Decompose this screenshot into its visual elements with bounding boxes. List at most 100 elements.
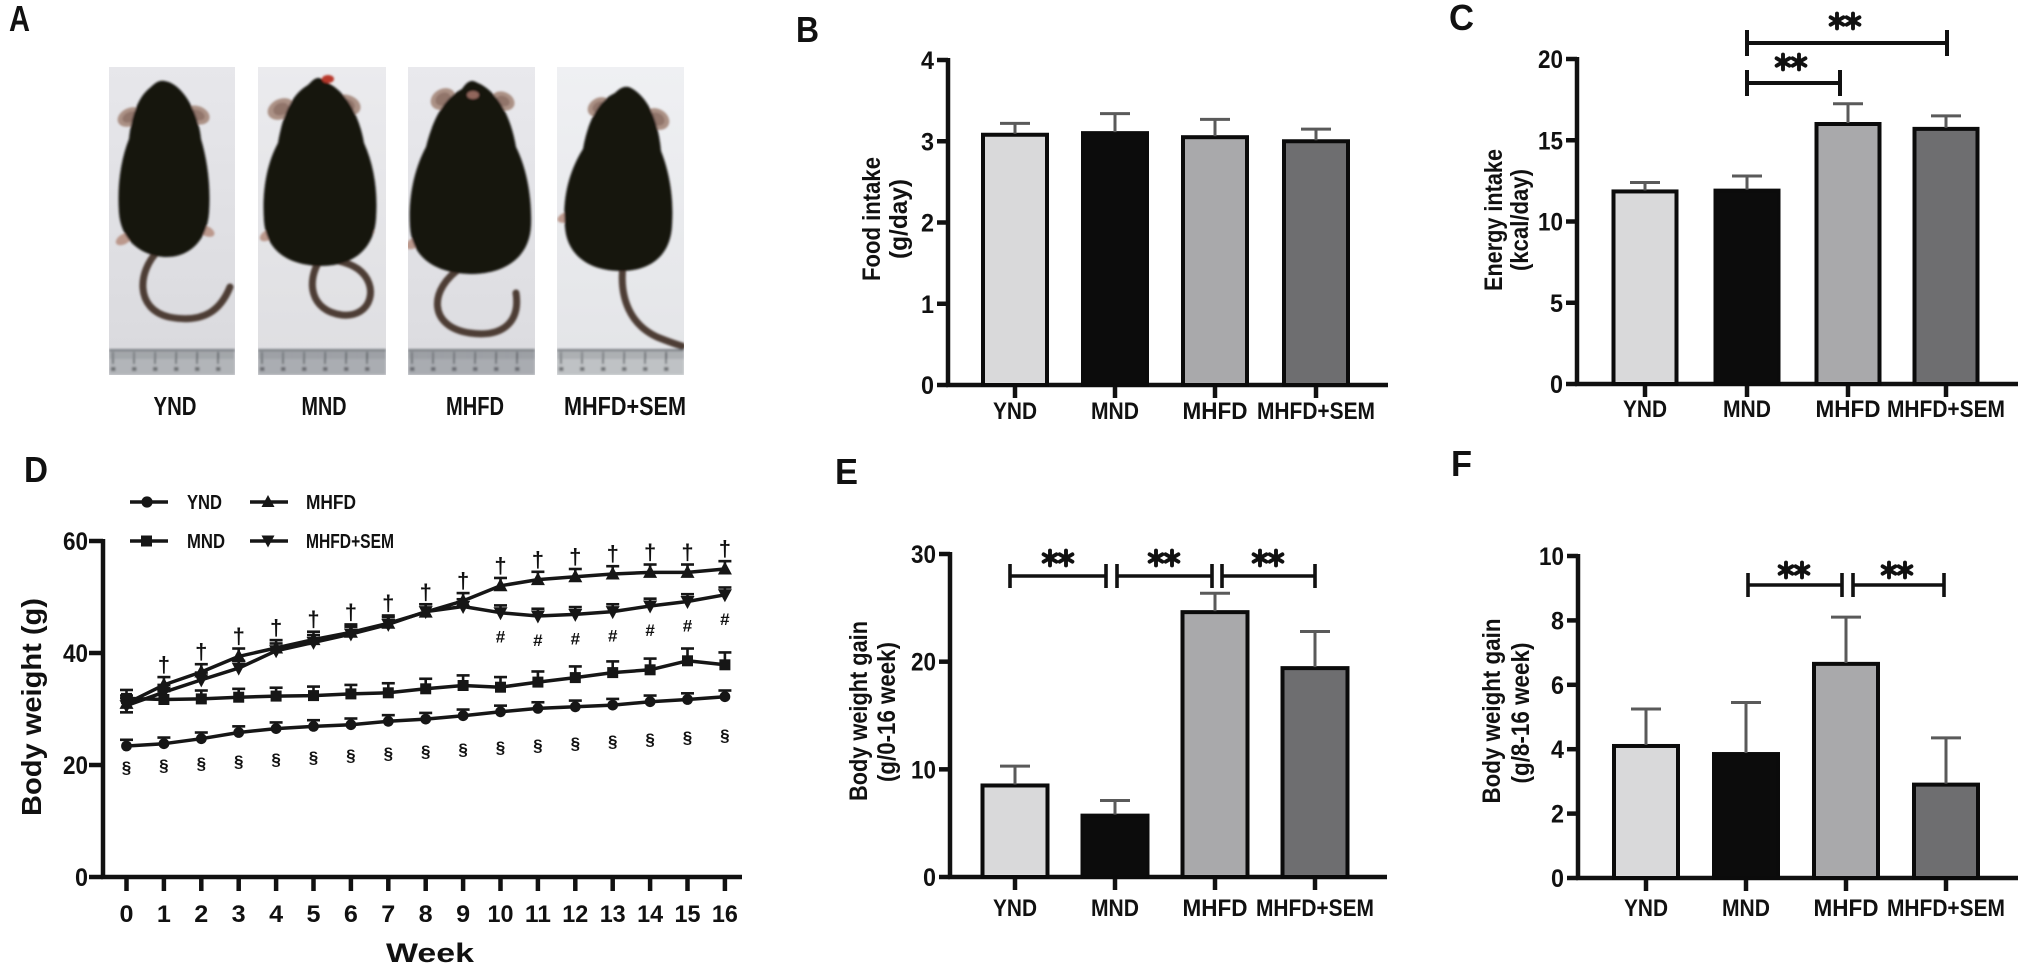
- svg-text:§: §: [271, 750, 280, 769]
- svg-text:§: §: [159, 756, 168, 775]
- svg-text:#: #: [683, 616, 693, 635]
- svg-text:MND: MND: [302, 391, 347, 421]
- svg-text:MHFD: MHFD: [306, 492, 356, 514]
- svg-text:MHFD: MHFD: [1183, 895, 1248, 922]
- svg-text:D: D: [24, 449, 48, 490]
- svg-text:B: B: [796, 9, 819, 50]
- svg-text:6: 6: [1551, 672, 1564, 700]
- svg-text:§: §: [683, 728, 692, 747]
- svg-text:F: F: [1451, 443, 1472, 484]
- svg-text:0: 0: [120, 901, 134, 928]
- svg-text:5: 5: [1550, 290, 1563, 318]
- svg-text:3: 3: [921, 128, 934, 156]
- svg-text:§: §: [346, 746, 355, 765]
- svg-text:4: 4: [921, 47, 934, 75]
- svg-text:†: †: [270, 615, 282, 640]
- svg-text:(g/0-16 week): (g/0-16 week): [873, 642, 901, 782]
- svg-text:§: §: [309, 748, 318, 767]
- svg-text:†: †: [195, 639, 207, 664]
- svg-text:Food intake: Food intake: [858, 157, 886, 281]
- svg-text:10: 10: [1539, 543, 1564, 571]
- svg-text:†: †: [158, 652, 170, 677]
- svg-text:YND: YND: [187, 492, 222, 514]
- svg-text:Week: Week: [386, 938, 475, 968]
- svg-text:Body weight (g): Body weight (g): [16, 598, 47, 816]
- svg-text:†: †: [345, 599, 357, 624]
- svg-text:11: 11: [525, 901, 551, 928]
- svg-text:Energy intake: Energy intake: [1480, 149, 1508, 291]
- svg-text:MND: MND: [1091, 398, 1139, 425]
- svg-text:8: 8: [419, 901, 433, 928]
- svg-text:#: #: [608, 627, 618, 646]
- svg-text:†: †: [233, 624, 245, 649]
- svg-text:0: 0: [923, 864, 936, 892]
- svg-text:(kcal/day): (kcal/day): [1506, 169, 1534, 271]
- svg-text:(g/8-16 week): (g/8-16 week): [1507, 643, 1535, 784]
- svg-text:§: §: [720, 726, 729, 745]
- svg-text:MHFD: MHFD: [1816, 396, 1881, 423]
- svg-text:§: §: [645, 730, 654, 749]
- svg-text:†: †: [494, 553, 506, 578]
- svg-text:§: §: [608, 732, 617, 751]
- svg-text:10: 10: [911, 756, 936, 784]
- svg-text:15: 15: [675, 901, 701, 928]
- svg-text:40: 40: [63, 640, 88, 668]
- svg-text:Body weight gain: Body weight gain: [845, 621, 873, 801]
- svg-text:10: 10: [488, 901, 514, 928]
- svg-text:12: 12: [562, 901, 588, 928]
- svg-text:YND: YND: [993, 398, 1037, 425]
- svg-text:YND: YND: [993, 895, 1037, 922]
- svg-text:3: 3: [232, 901, 246, 928]
- svg-text:§: §: [197, 754, 206, 773]
- svg-text:C: C: [1449, 0, 1474, 38]
- svg-text:§: §: [122, 758, 131, 777]
- svg-text:0: 0: [1550, 371, 1563, 399]
- svg-text:†: †: [307, 607, 319, 632]
- svg-text:5: 5: [307, 901, 321, 928]
- svg-text:MHFD+SEM: MHFD+SEM: [1257, 398, 1375, 425]
- svg-text:MHFD: MHFD: [446, 391, 504, 421]
- svg-text:#: #: [533, 631, 543, 650]
- svg-text:YND: YND: [1623, 396, 1667, 423]
- svg-text:§: §: [533, 736, 542, 755]
- svg-text:15: 15: [1538, 127, 1563, 155]
- svg-text:YND: YND: [1624, 895, 1668, 922]
- svg-text:MHFD+SEM: MHFD+SEM: [1887, 895, 2005, 922]
- svg-text:16: 16: [712, 901, 738, 928]
- svg-text:4: 4: [269, 901, 283, 928]
- svg-text:MND: MND: [1722, 895, 1770, 922]
- svg-text:§: §: [496, 738, 505, 757]
- svg-text:1: 1: [157, 901, 171, 928]
- svg-text:†: †: [681, 540, 693, 565]
- svg-text:7: 7: [381, 901, 395, 928]
- svg-text:§: §: [421, 742, 430, 761]
- svg-text:#: #: [496, 628, 506, 647]
- svg-text:2: 2: [921, 210, 934, 238]
- svg-text:†: †: [569, 544, 581, 569]
- svg-text:14: 14: [637, 901, 663, 928]
- svg-text:#: #: [720, 610, 730, 629]
- svg-text:†: †: [607, 541, 619, 566]
- svg-text:(g/day): (g/day): [885, 179, 913, 259]
- svg-text:MND: MND: [1091, 895, 1139, 922]
- svg-text:§: §: [458, 740, 467, 759]
- svg-text:MHFD: MHFD: [1183, 398, 1248, 425]
- svg-text:20: 20: [1538, 46, 1563, 74]
- svg-text:MND: MND: [1723, 396, 1771, 423]
- svg-text:20: 20: [911, 649, 936, 677]
- svg-text:20: 20: [63, 752, 88, 780]
- svg-text:2: 2: [194, 901, 208, 928]
- svg-text:#: #: [571, 629, 581, 648]
- svg-text:60: 60: [63, 528, 88, 556]
- svg-text:8: 8: [1551, 607, 1564, 635]
- svg-text:13: 13: [600, 901, 626, 928]
- svg-text:MHFD+SEM: MHFD+SEM: [1887, 396, 2005, 423]
- svg-text:9: 9: [456, 901, 470, 928]
- svg-text:†: †: [457, 568, 469, 593]
- svg-text:YND: YND: [154, 391, 197, 421]
- svg-text:MHFD+SEM: MHFD+SEM: [306, 531, 394, 553]
- svg-text:†: †: [644, 540, 656, 565]
- svg-text:1: 1: [921, 291, 934, 319]
- svg-text:0: 0: [921, 372, 934, 400]
- svg-text:†: †: [719, 536, 731, 561]
